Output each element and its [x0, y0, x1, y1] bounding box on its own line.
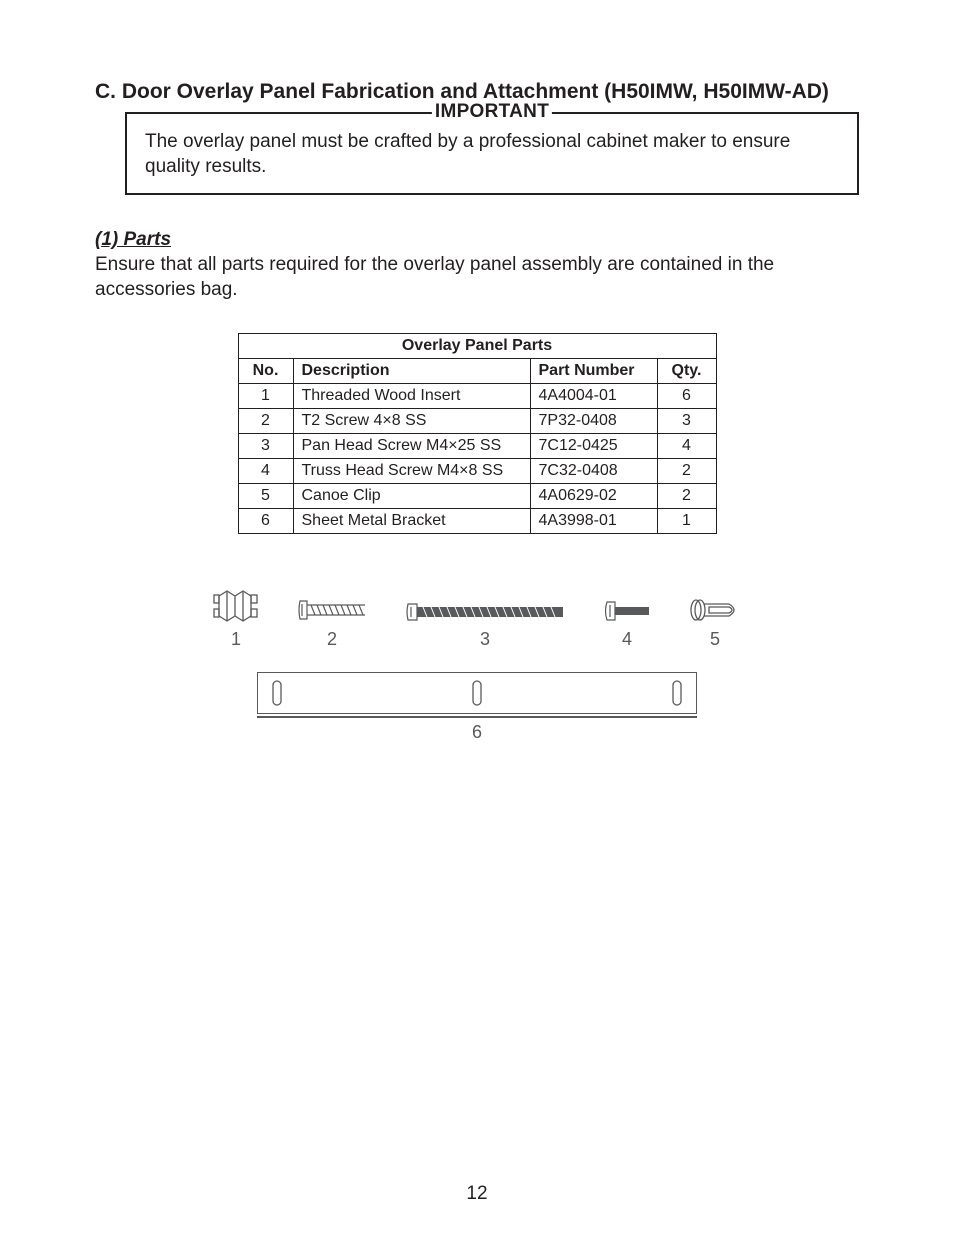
important-label: IMPORTANT [432, 101, 552, 123]
parts-figure: 1 [95, 589, 859, 743]
cell-desc: Pan Head Screw M4×25 SS [293, 433, 530, 458]
threaded-insert-icon [213, 589, 259, 623]
cell-pn: 4A4004-01 [530, 383, 657, 408]
parts-table: Overlay Panel Parts No. Description Part… [238, 333, 717, 534]
page-number: 12 [0, 1183, 954, 1205]
th-qty: Qty. [657, 358, 716, 383]
cell-no: 6 [238, 508, 293, 533]
cell-pn: 4A0629-02 [530, 483, 657, 508]
cell-no: 1 [238, 383, 293, 408]
cell-desc: T2 Screw 4×8 SS [293, 408, 530, 433]
th-pn: Part Number [530, 358, 657, 383]
cell-qty: 2 [657, 483, 716, 508]
cell-desc: Truss Head Screw M4×8 SS [293, 458, 530, 483]
part-4-label: 4 [622, 629, 632, 650]
important-text: The overlay panel must be crafted by a p… [145, 130, 839, 179]
parts-table-wrap: Overlay Panel Parts No. Description Part… [95, 333, 859, 534]
page: C. Door Overlay Panel Fabrication and At… [0, 0, 954, 1235]
cell-qty: 6 [657, 383, 716, 408]
cell-qty: 3 [657, 408, 716, 433]
cell-no: 2 [238, 408, 293, 433]
bracket-icon [257, 672, 697, 714]
cell-desc: Canoe Clip [293, 483, 530, 508]
part-2-label: 2 [327, 629, 337, 650]
cell-pn: 4A3998-01 [530, 508, 657, 533]
cell-no: 4 [238, 458, 293, 483]
table-caption: Overlay Panel Parts [238, 333, 716, 358]
truss-screw-icon [603, 599, 651, 623]
cell-no: 3 [238, 433, 293, 458]
table-row: 4 Truss Head Screw M4×8 SS 7C32-0408 2 [238, 458, 716, 483]
table-row: 3 Pan Head Screw M4×25 SS 7C12-0425 4 [238, 433, 716, 458]
bracket-slot-icon [470, 679, 484, 707]
table-row: 6 Sheet Metal Bracket 4A3998-01 1 [238, 508, 716, 533]
bracket-slot-icon [670, 679, 684, 707]
part-1-label: 1 [231, 629, 241, 650]
cell-desc: Sheet Metal Bracket [293, 508, 530, 533]
long-screw-icon [405, 601, 565, 623]
part-2: 2 [297, 597, 367, 650]
table-row: 2 T2 Screw 4×8 SS 7P32-0408 3 [238, 408, 716, 433]
th-desc: Description [293, 358, 530, 383]
cell-pn: 7C12-0425 [530, 433, 657, 458]
part-3: 3 [405, 601, 565, 650]
cell-pn: 7P32-0408 [530, 408, 657, 433]
important-box: IMPORTANT The overlay panel must be craf… [125, 112, 859, 195]
short-screw-icon [297, 597, 367, 623]
part-6-label: 6 [472, 722, 482, 743]
parts-intro: Ensure that all parts required for the o… [95, 253, 859, 302]
canoe-clip-icon [689, 597, 741, 623]
part-5: 5 [689, 597, 741, 650]
cell-qty: 4 [657, 433, 716, 458]
table-row: 5 Canoe Clip 4A0629-02 2 [238, 483, 716, 508]
cell-qty: 1 [657, 508, 716, 533]
part-5-label: 5 [710, 629, 720, 650]
part-4: 4 [603, 599, 651, 650]
cell-qty: 2 [657, 458, 716, 483]
cell-desc: Threaded Wood Insert [293, 383, 530, 408]
table-row: 1 Threaded Wood Insert 4A4004-01 6 [238, 383, 716, 408]
cell-pn: 7C32-0408 [530, 458, 657, 483]
th-no: No. [238, 358, 293, 383]
part-1: 1 [213, 589, 259, 650]
parts-heading: (1) Parts [95, 229, 859, 251]
part-3-label: 3 [480, 629, 490, 650]
figure-row-top: 1 [213, 589, 741, 650]
bracket-slot-icon [270, 679, 284, 707]
cell-no: 5 [238, 483, 293, 508]
